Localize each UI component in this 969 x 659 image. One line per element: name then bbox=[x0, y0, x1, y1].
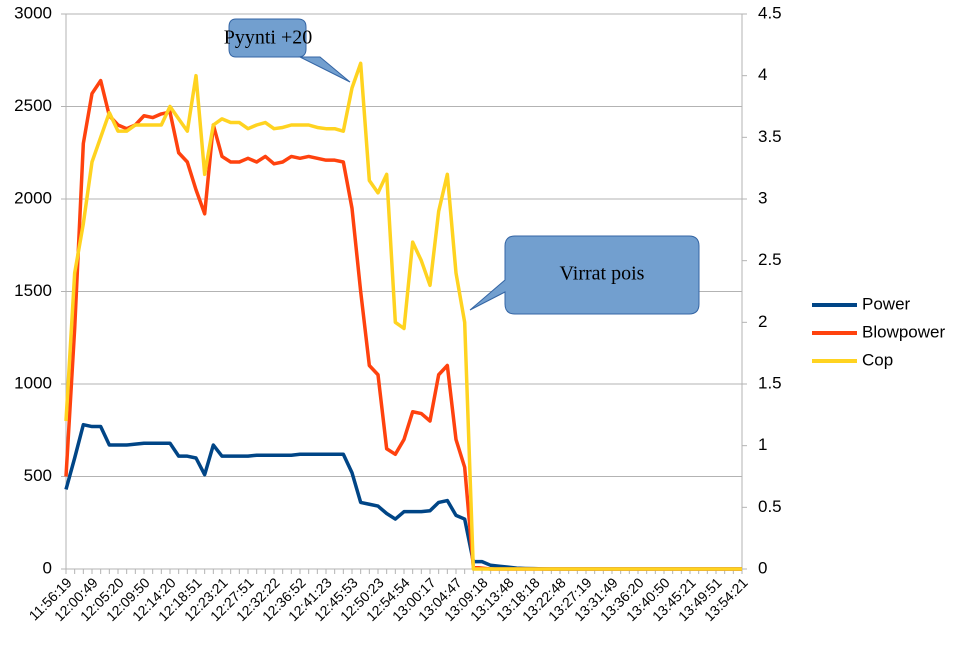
y2-tick-label: 0 bbox=[758, 558, 767, 577]
y2-tick-label: 1 bbox=[758, 435, 767, 454]
series-line bbox=[64, 61, 742, 571]
legend-label: Blowpower bbox=[862, 322, 945, 341]
y-tick-label: 1500 bbox=[14, 281, 52, 300]
y2-tick-label: 2.5 bbox=[758, 250, 782, 269]
callout-shape bbox=[228, 18, 351, 83]
annotation-pyynti: Pyynti +20 bbox=[224, 18, 351, 83]
y-tick-label: 2000 bbox=[14, 188, 52, 207]
y-tick-label: 500 bbox=[24, 466, 52, 485]
y-tick-label: 1000 bbox=[14, 373, 52, 392]
annotation-text: Pyynti +20 bbox=[224, 27, 313, 49]
y2-tick-label: 4.5 bbox=[758, 3, 782, 22]
y-tick-label: 0 bbox=[43, 558, 52, 577]
y2-tick-label: 0.5 bbox=[758, 497, 782, 516]
y-tick-label: 3000 bbox=[14, 3, 52, 22]
series-layer: Power Blowpower Cop bbox=[64, 61, 945, 571]
y2-tick-label: 3.5 bbox=[758, 127, 782, 146]
plot: 0 500 1000 1500 2000 2500 3000 0 0.5 1 1.5 2 2.5 3 3.5… bbox=[14, 3, 781, 624]
legend-label: Power bbox=[862, 294, 911, 313]
y2-tick-label: 3 bbox=[758, 188, 767, 207]
y2-tick-label: 2 bbox=[758, 312, 767, 331]
y2-tick-label: 1.5 bbox=[758, 373, 782, 392]
y-tick-label: 2500 bbox=[14, 96, 52, 115]
legend-label: Cop bbox=[862, 350, 893, 369]
callout-shape bbox=[469, 235, 700, 315]
annotation-text: Virrat pois bbox=[560, 263, 645, 285]
y2-tick-label: 4 bbox=[758, 65, 767, 84]
series-line bbox=[64, 422, 742, 571]
annotation-virrat: Virrat pois bbox=[469, 235, 700, 315]
